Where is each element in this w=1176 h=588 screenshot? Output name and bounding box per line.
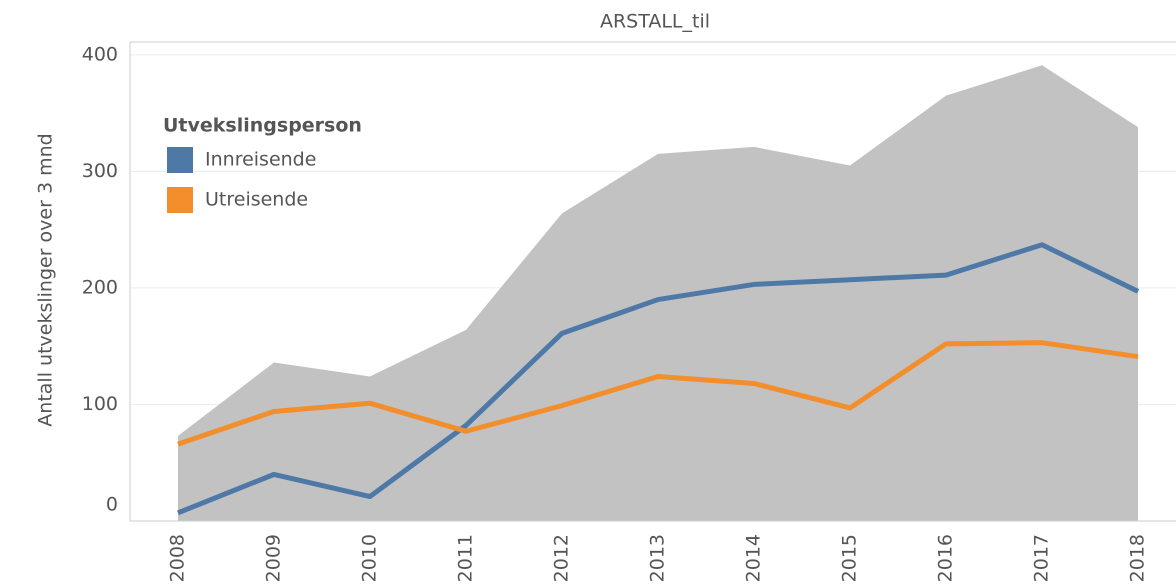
x-tick-label: 2009 xyxy=(263,534,285,582)
y-tick-label: 300 xyxy=(82,160,118,182)
x-tick-label: 2014 xyxy=(743,534,765,582)
x-tick-label: 2013 xyxy=(647,534,669,582)
x-tick-label: 2017 xyxy=(1031,534,1053,582)
line xyxy=(177,242,1140,516)
area xyxy=(178,65,1138,521)
legend-label: Utreisende xyxy=(205,189,308,211)
legend-title: Utvekslingsperson xyxy=(163,115,362,137)
line xyxy=(177,340,1139,447)
y-tick-label: 400 xyxy=(82,43,118,65)
y-tick-label: 100 xyxy=(82,393,118,415)
x-tick-label: 2010 xyxy=(359,534,381,582)
x-tick-label: 2016 xyxy=(935,534,957,582)
y-tick-label: 200 xyxy=(82,276,118,298)
x-tick-label: 2011 xyxy=(455,534,477,582)
legend-swatch xyxy=(167,187,193,213)
x-tick-label: 2008 xyxy=(167,534,189,582)
x-tick-label: 2015 xyxy=(839,534,861,582)
x-tick-label: 2018 xyxy=(1127,534,1149,582)
chart-title: ARSTALL_til xyxy=(600,11,710,33)
x-tick-label: 2012 xyxy=(551,534,573,582)
legend-swatch xyxy=(167,147,193,173)
legend-label: Innreisende xyxy=(205,149,316,171)
y-tick-label: 0 xyxy=(106,494,118,516)
y-axis-label: Antall utvekslinger over 3 mnd xyxy=(35,133,57,426)
